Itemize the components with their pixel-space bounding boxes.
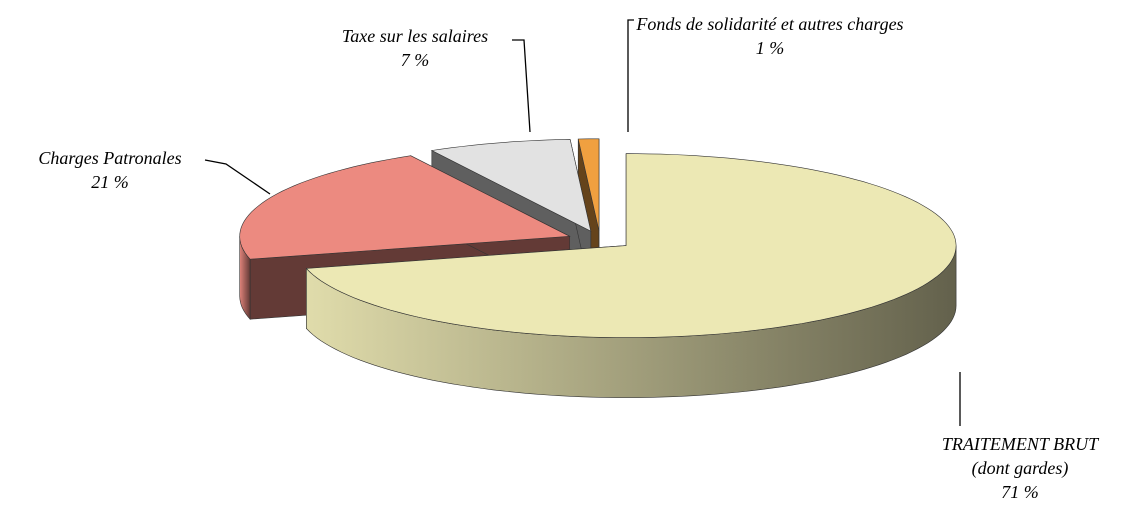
slice bbox=[239, 155, 571, 260]
slice bbox=[430, 138, 592, 232]
category-label: Taxe sur les salaires bbox=[341, 26, 489, 46]
value-label: 21 % bbox=[91, 172, 129, 192]
category-label: Charges Patronales bbox=[38, 148, 182, 168]
leader-line bbox=[512, 39, 531, 133]
leader-line bbox=[204, 159, 271, 195]
value-label: 71 % bbox=[1001, 482, 1039, 502]
slice-label: Charges Patronales 21 % bbox=[0, 146, 220, 194]
category-label: TRAITEMENT BRUT (dont gardes) bbox=[941, 434, 1099, 478]
category-label: Fonds de solidarité et autres charges bbox=[636, 14, 904, 34]
slice bbox=[577, 138, 600, 231]
slice-label: Fonds de solidarité et autres charges 1 … bbox=[620, 12, 920, 60]
leader-line bbox=[627, 19, 634, 132]
slice bbox=[305, 153, 957, 338]
slice-label: TRAITEMENT BRUT (dont gardes) 71 % bbox=[900, 432, 1122, 504]
slice-label: Taxe sur les salaires 7 % bbox=[300, 24, 530, 72]
slices bbox=[239, 138, 957, 398]
value-label: 7 % bbox=[400, 50, 430, 70]
value-label: 1 % bbox=[755, 38, 785, 58]
